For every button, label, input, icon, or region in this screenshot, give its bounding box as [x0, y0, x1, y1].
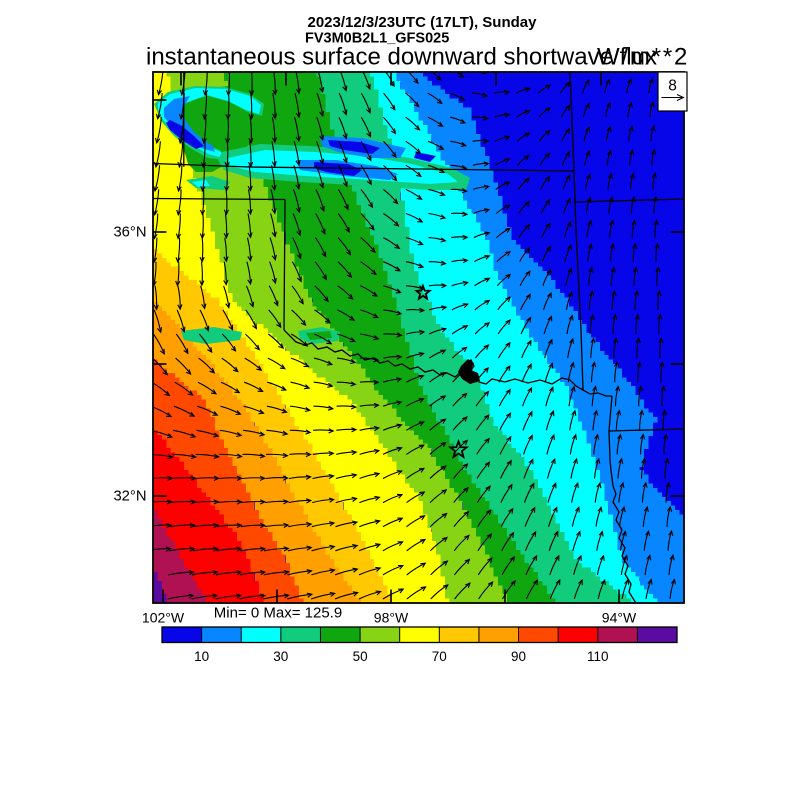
svg-text:10: 10 [194, 649, 209, 664]
svg-text:Min= 0 Max= 125.9: Min= 0 Max= 125.9 [214, 605, 342, 622]
svg-text:FV3M0B2L1_GFS025: FV3M0B2L1_GFS025 [305, 31, 449, 47]
svg-text:instantaneous surface downward: instantaneous surface downward shortwave… [146, 44, 657, 71]
svg-text:W/m**2: W/m**2 [597, 44, 689, 71]
svg-text:98°W: 98°W [374, 610, 409, 626]
svg-text:102°W: 102°W [142, 610, 185, 626]
svg-text:50: 50 [353, 649, 368, 664]
svg-text:30: 30 [273, 649, 288, 664]
svg-text:94°W: 94°W [602, 610, 637, 626]
svg-text:32°N: 32°N [113, 489, 146, 505]
svg-text:110: 110 [587, 649, 609, 664]
svg-text:8: 8 [668, 78, 677, 95]
svg-text:90: 90 [511, 649, 526, 664]
svg-text:70: 70 [432, 649, 447, 664]
svg-text:36°N: 36°N [113, 225, 146, 241]
svg-text:2023/12/3/23UTC (17LT), Sunday: 2023/12/3/23UTC (17LT), Sunday [308, 14, 538, 31]
